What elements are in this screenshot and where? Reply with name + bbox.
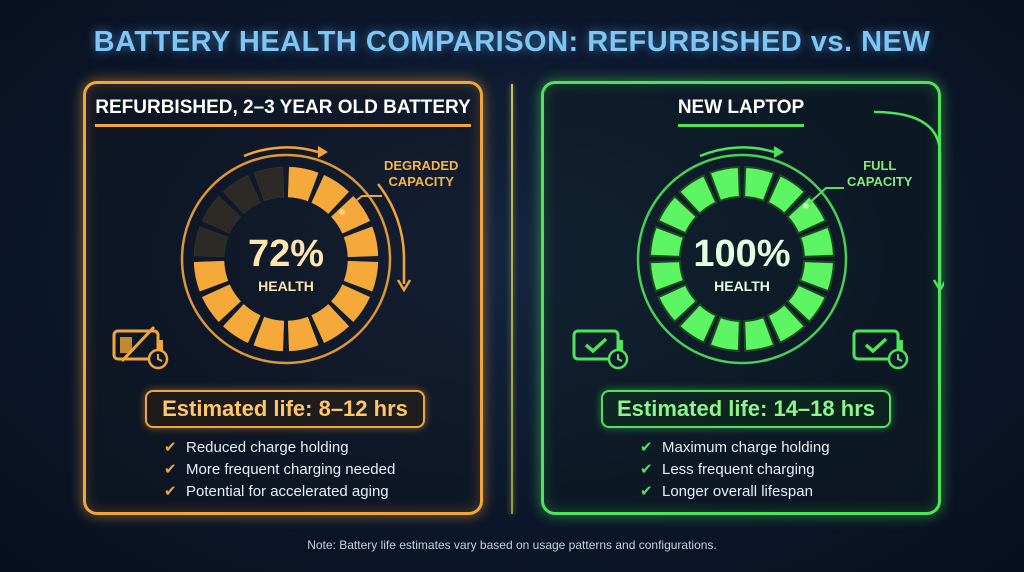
refurbished-health-gauge: 72% HEALTH [112, 146, 412, 370]
full-callout-line1: FULL [863, 158, 897, 173]
health-segment-filled [222, 303, 261, 344]
health-segment-filled [656, 283, 699, 324]
health-segment-filled [287, 166, 319, 202]
health-segment-filled [677, 302, 718, 345]
check-icon: ✔ [640, 439, 653, 456]
list-item: ✔ Maximum charge holding [640, 437, 830, 459]
health-segment-filled [330, 195, 371, 234]
health-segment-empty [201, 195, 242, 234]
arrow-down-icon [932, 279, 944, 293]
degraded-callout-line1: DEGRADED [384, 158, 459, 173]
new-health-value: 100% [693, 233, 790, 275]
new-health-label: HEALTH [714, 278, 770, 294]
page-title: BATTERY HEALTH COMPARISON: REFURBISHED v… [93, 26, 931, 58]
refurbished-panel: REFURBISHED, 2–3 YEAR OLD BATTERY 72% HE… [83, 81, 483, 515]
health-segment-filled [343, 260, 379, 292]
health-segment-filled [785, 194, 828, 235]
full-callout-line2: CAPACITY [847, 174, 913, 189]
health-segment-filled [743, 315, 776, 352]
health-segment-filled [343, 226, 379, 258]
check-icon: ✔ [164, 483, 177, 500]
health-segment-filled [708, 315, 741, 352]
refurbished-health-value: 72% [248, 233, 324, 275]
battery-check-clock-icon [572, 329, 629, 370]
divider [511, 84, 513, 514]
health-segment-filled [649, 225, 686, 258]
refurbished-estimated-life: Estimated life: 8–12 hrs [145, 390, 425, 428]
health-segment-filled [330, 284, 371, 323]
new-bullet-list: ✔ Maximum charge holding ✔ Less frequent c… [640, 437, 830, 503]
check-icon: ✔ [164, 461, 177, 478]
list-item: ✔ Less frequent charging [640, 459, 830, 481]
check-icon: ✔ [164, 439, 177, 456]
new-laptop-heading: NEW LAPTOP [677, 97, 805, 127]
list-item: ✔ More frequent charging needed [164, 459, 395, 481]
health-segment-filled [708, 166, 741, 203]
health-segments [649, 166, 835, 352]
health-segment-filled [311, 174, 350, 215]
check-icon: ✔ [640, 483, 653, 500]
footnote: Note: Battery life estimates vary based … [307, 538, 717, 552]
list-item: ✔ Longer overall lifespan [640, 481, 830, 503]
refurbished-health-label: HEALTH [258, 278, 314, 294]
health-segments [193, 166, 379, 352]
check-icon: ✔ [640, 461, 653, 478]
refurbished-bullet-list: ✔ Reduced charge holding ✔ More frequent c… [164, 437, 395, 503]
health-segment-empty [193, 226, 229, 258]
degraded-callout-line2: CAPACITY [388, 174, 454, 189]
health-segment-filled [798, 225, 835, 258]
health-segment-filled [656, 194, 699, 235]
new-health-gauge: 100% HEALTH [572, 110, 944, 370]
health-segment-empty [222, 174, 261, 215]
health-segment-filled [649, 260, 686, 293]
health-segment-filled [785, 283, 828, 324]
new-estimated-life: Estimated life: 14–18 hrs [601, 390, 891, 428]
arrow-icon [774, 146, 784, 158]
health-segment-filled [677, 173, 718, 216]
health-segment-filled [253, 316, 285, 352]
health-segment-filled [798, 260, 835, 293]
arrow-down-icon [396, 279, 412, 293]
health-segment-filled [766, 302, 807, 345]
battery-crossed-clock-icon [112, 325, 169, 370]
health-segment-filled [287, 316, 319, 352]
health-segment-filled [766, 173, 807, 216]
health-segment-empty [253, 166, 285, 202]
health-segment-filled [201, 284, 242, 323]
new-laptop-panel: NEW LAPTOP 100% HEALTH FULL CAPACITY [541, 81, 944, 515]
health-segment-filled [193, 260, 229, 292]
refurbished-heading: REFURBISHED, 2–3 YEAR OLD BATTERY [95, 97, 471, 127]
list-item: ✔ Potential for accelerated aging [164, 481, 395, 503]
arrow-icon [318, 146, 328, 158]
health-segment-filled [311, 303, 350, 344]
battery-check-clock-icon [852, 329, 909, 370]
list-item: ✔ Reduced charge holding [164, 437, 395, 459]
health-segment-filled [743, 166, 776, 203]
